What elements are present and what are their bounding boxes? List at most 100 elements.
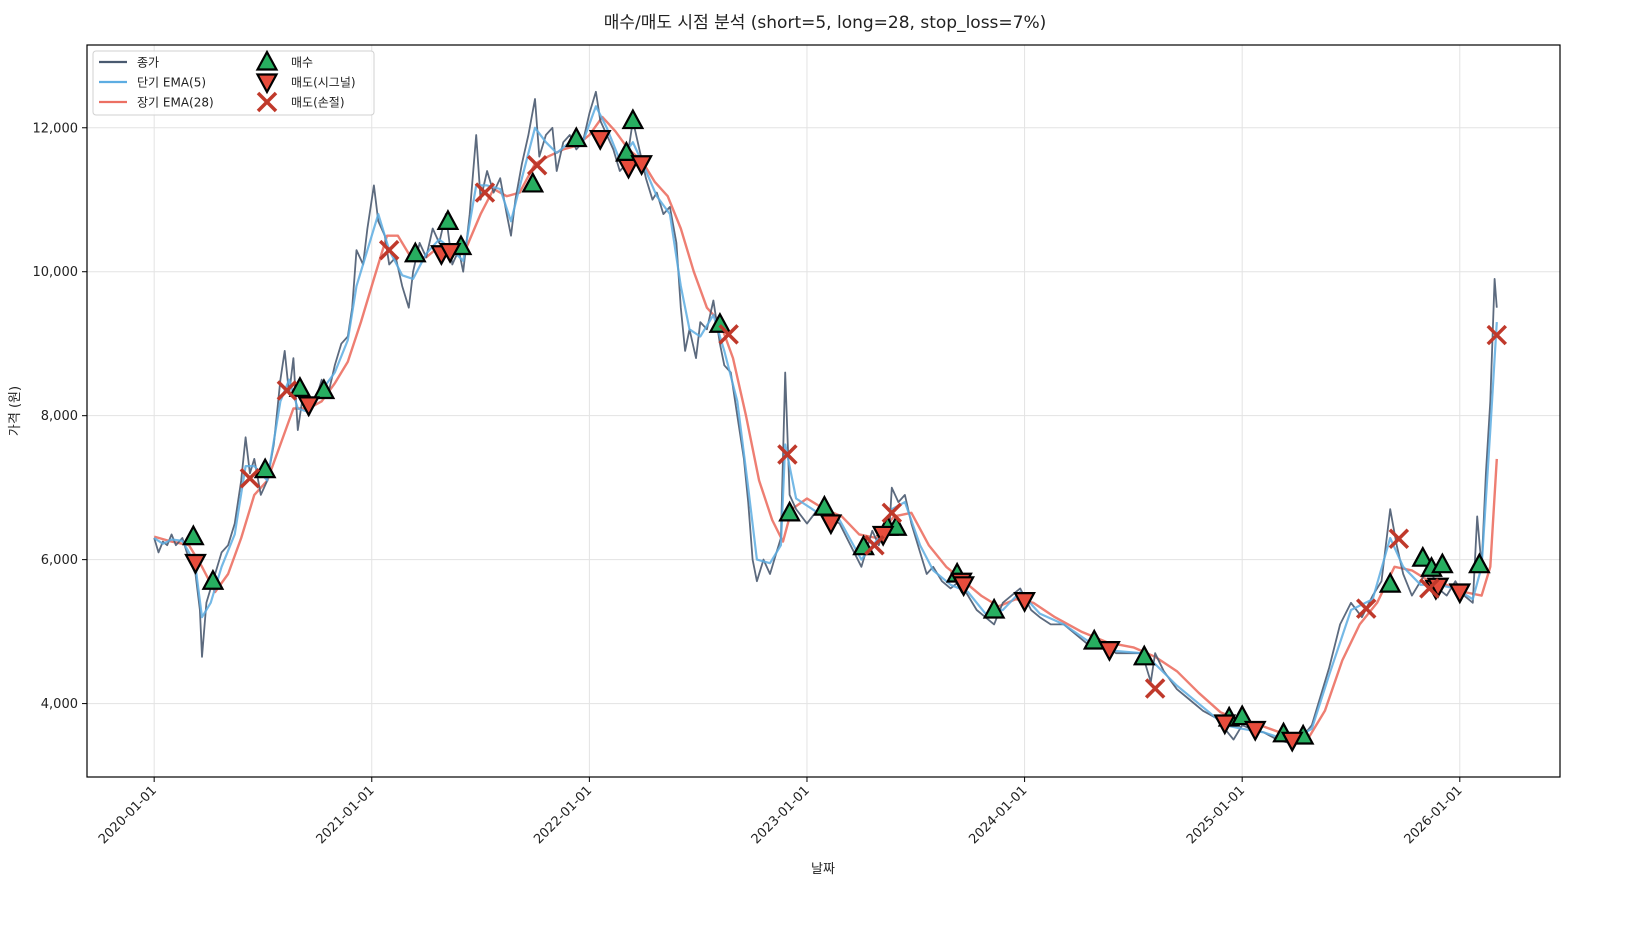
buy-marker <box>253 457 277 479</box>
x-tick-label: 2022-01-01 <box>531 783 595 847</box>
buy-marker <box>621 108 645 130</box>
y-tick-label: 8,000 <box>41 409 78 424</box>
x-tick-label: 2025-01-01 <box>1184 783 1248 847</box>
x-axis: 2020-01-01 2021-01-01 2022-01-01 2023-01-01… <box>96 777 1466 847</box>
buy-marker <box>1082 628 1106 650</box>
sell-signal-marker <box>617 158 640 180</box>
legend-label: 단기 EMA(5) <box>137 76 206 90</box>
x-stroke <box>239 468 261 489</box>
y-tick-label: 12,000 <box>33 121 79 136</box>
x-stroke <box>1355 598 1377 619</box>
buy-marker <box>564 126 588 148</box>
stop-loss-marker <box>378 239 400 261</box>
buy-marker <box>288 376 312 397</box>
markers-layer <box>181 108 1508 753</box>
x-stroke <box>256 91 278 113</box>
sell-signal-marker <box>1448 583 1472 605</box>
x-tick-label: 2026-01-01 <box>1402 783 1466 847</box>
x-stroke <box>1486 324 1508 346</box>
x-stroke <box>526 154 548 176</box>
stop-loss-marker <box>239 468 261 489</box>
legend-label: 매수 <box>291 56 313 70</box>
legend-label: 매도(시그널) <box>291 76 356 90</box>
stop-loss-marker <box>1355 598 1377 619</box>
stop-loss-marker <box>474 182 496 203</box>
sell-signal-marker <box>438 242 462 264</box>
legend-label: 종가 <box>137 56 159 70</box>
x-stroke <box>1144 678 1166 699</box>
series-line-long-ema <box>153 115 1498 741</box>
stop-loss-marker <box>864 534 885 556</box>
x-axis-label: 날짜 <box>811 862 835 877</box>
stop-loss-marker <box>1388 528 1410 549</box>
buy-marker <box>1468 552 1491 574</box>
sell-signal-marker <box>819 514 843 536</box>
series-line-short-ema <box>153 105 1498 743</box>
chart-title: 매수/매도 시점 분석 (short=5, long=28, stop_loss… <box>603 13 1047 33</box>
buy-marker <box>1411 545 1435 567</box>
series-layer <box>153 90 1498 745</box>
x-stroke <box>881 502 903 524</box>
sell-signal-marker <box>1013 592 1036 613</box>
x-tick-label: 2023-01-01 <box>749 783 813 847</box>
x-stroke <box>378 239 400 261</box>
x-stroke <box>718 324 739 345</box>
legend-label: 장기 EMA(28) <box>137 96 214 110</box>
grid <box>87 45 1560 777</box>
sell-signal-marker <box>297 396 321 418</box>
sell-signal-marker <box>588 129 612 151</box>
x-stroke <box>1388 528 1410 549</box>
x-stroke <box>864 534 885 556</box>
x-stroke <box>777 444 798 465</box>
stop-loss-marker <box>1419 578 1440 599</box>
sell-signal-marker <box>630 155 653 177</box>
plot-frame <box>86 44 1561 778</box>
legend-label: 매도(손절) <box>291 96 345 110</box>
x-tick-label: 2024-01-01 <box>966 783 1030 847</box>
sell-signal-marker <box>1213 714 1237 736</box>
stop-loss-marker <box>1144 678 1166 699</box>
sell-signal-marker <box>1243 720 1267 742</box>
series-line-close <box>153 90 1498 745</box>
legend-stop-loss-icon <box>256 91 278 113</box>
legend-sell-icon <box>255 73 279 95</box>
y-tick-label: 4,000 <box>41 697 78 712</box>
buy-marker <box>708 311 732 333</box>
x-stroke <box>474 182 496 203</box>
buy-marker <box>312 378 336 400</box>
buy-marker <box>201 568 225 590</box>
y-tick-label: 10,000 <box>33 265 79 280</box>
buy-marker <box>1431 552 1454 574</box>
x-tick-label: 2020-01-01 <box>96 783 160 847</box>
buy-marker <box>1230 704 1254 726</box>
sell-signal-marker <box>871 525 895 547</box>
stop-loss-marker <box>881 502 903 524</box>
x-stroke <box>1419 578 1440 599</box>
buy-marker <box>403 241 427 263</box>
sell-signal-marker <box>184 553 207 575</box>
y-axis: 4,000 6,000 8,000 10,000 12,000 <box>33 121 87 712</box>
buy-marker <box>1378 571 1402 593</box>
buy-marker <box>1132 644 1156 666</box>
sell-signal-marker <box>1098 641 1121 662</box>
buy-marker <box>181 524 205 546</box>
buy-marker <box>982 597 1006 619</box>
stop-loss-marker <box>276 380 298 401</box>
y-axis-label: 가격 (원) <box>8 386 23 436</box>
stop-loss-marker <box>777 444 798 465</box>
stop-loss-marker <box>1486 324 1508 346</box>
buy-marker <box>436 209 460 230</box>
buy-marker <box>778 500 801 522</box>
legend-buy-icon <box>255 49 279 71</box>
sell-signal-marker <box>1280 731 1304 753</box>
buy-marker <box>521 171 545 193</box>
legend-box <box>92 50 375 116</box>
y-tick-label: 6,000 <box>41 553 78 568</box>
x-stroke <box>276 380 298 401</box>
sell-signal-marker <box>952 576 976 598</box>
stop-loss-marker <box>718 324 739 345</box>
stop-loss-marker <box>526 154 548 176</box>
x-tick-label: 2021-01-01 <box>314 783 378 847</box>
